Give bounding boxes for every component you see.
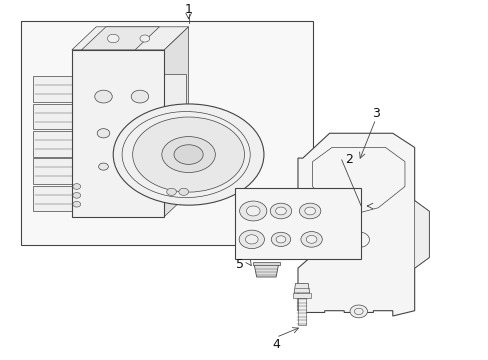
Circle shape	[275, 207, 286, 215]
Polygon shape	[414, 201, 428, 268]
Circle shape	[276, 236, 285, 243]
Text: 3: 3	[371, 107, 379, 120]
Circle shape	[140, 35, 149, 42]
Circle shape	[239, 230, 264, 249]
Circle shape	[99, 163, 108, 170]
Bar	[234, 188, 361, 259]
Polygon shape	[297, 133, 428, 316]
Ellipse shape	[162, 136, 215, 172]
Bar	[33, 131, 74, 157]
Bar	[33, 104, 74, 129]
Circle shape	[299, 203, 320, 219]
Text: 1: 1	[184, 3, 192, 15]
Circle shape	[73, 193, 81, 198]
Circle shape	[239, 201, 266, 221]
Bar	[33, 76, 74, 102]
Circle shape	[166, 188, 176, 195]
Ellipse shape	[132, 117, 244, 192]
Circle shape	[131, 90, 148, 103]
Circle shape	[246, 206, 260, 216]
Bar	[162, 74, 186, 199]
Circle shape	[107, 34, 119, 43]
Polygon shape	[164, 27, 188, 217]
Ellipse shape	[174, 145, 203, 165]
Polygon shape	[72, 27, 188, 50]
Bar	[21, 22, 312, 245]
Circle shape	[304, 207, 315, 215]
Circle shape	[179, 188, 188, 195]
Bar	[33, 158, 74, 184]
Circle shape	[349, 305, 367, 318]
Circle shape	[97, 129, 110, 138]
Polygon shape	[81, 27, 159, 50]
Bar	[33, 186, 74, 211]
Circle shape	[73, 184, 81, 189]
Circle shape	[271, 232, 290, 247]
Circle shape	[245, 235, 258, 244]
Circle shape	[305, 235, 316, 243]
Bar	[252, 262, 280, 265]
Bar	[297, 298, 305, 325]
Circle shape	[300, 231, 322, 247]
Circle shape	[73, 201, 81, 207]
Circle shape	[95, 90, 112, 103]
Bar	[72, 50, 164, 217]
Circle shape	[270, 203, 291, 219]
Ellipse shape	[113, 104, 264, 205]
Text: 2: 2	[345, 153, 352, 166]
Bar	[292, 293, 310, 298]
Text: 5: 5	[235, 258, 243, 271]
Polygon shape	[254, 265, 278, 277]
Text: 4: 4	[272, 338, 280, 351]
Polygon shape	[293, 283, 309, 293]
